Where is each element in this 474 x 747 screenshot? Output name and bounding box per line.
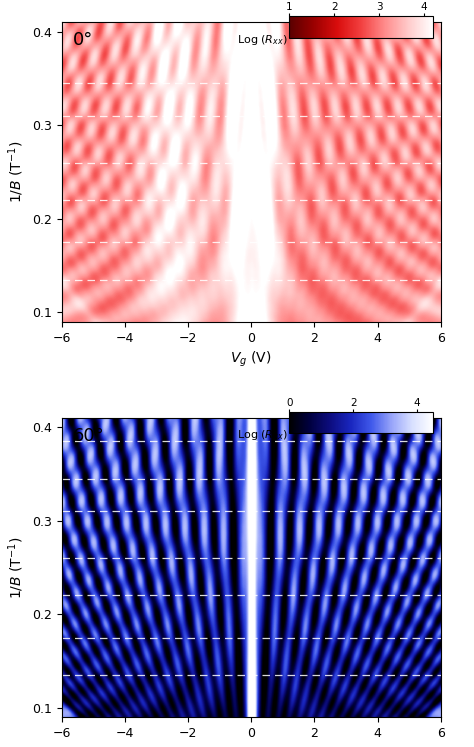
X-axis label: $V_g$ (V): $V_g$ (V) — [230, 746, 272, 747]
Y-axis label: 1/$B$ (T$^{-1}$): 1/$B$ (T$^{-1}$) — [7, 141, 27, 203]
Text: 0°: 0° — [73, 31, 93, 49]
X-axis label: $V_g$ (V): $V_g$ (V) — [230, 350, 272, 370]
Y-axis label: 1/$B$ (T$^{-1}$): 1/$B$ (T$^{-1}$) — [7, 536, 27, 598]
Text: 60°: 60° — [73, 427, 105, 444]
Text: Log ($R_{xx}$): Log ($R_{xx}$) — [237, 428, 287, 442]
Text: Log ($R_{xx}$): Log ($R_{xx}$) — [237, 33, 287, 47]
